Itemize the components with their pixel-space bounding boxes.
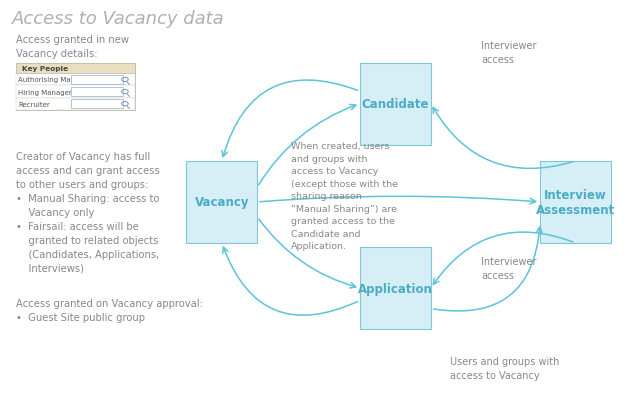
FancyBboxPatch shape: [71, 76, 123, 85]
FancyBboxPatch shape: [16, 63, 135, 74]
Text: Candidate: Candidate: [362, 98, 429, 111]
Text: Access to Vacancy data: Access to Vacancy data: [12, 10, 224, 28]
FancyBboxPatch shape: [16, 98, 135, 110]
Text: Creator of Vacancy has full
access and can grant access
to other users and group: Creator of Vacancy has full access and c…: [16, 151, 160, 273]
FancyBboxPatch shape: [360, 63, 431, 145]
Text: Access granted on Vacancy approval:
•  Guest Site public group: Access granted on Vacancy approval: • Gu…: [16, 299, 203, 323]
Text: Users and groups with
access to Vacancy: Users and groups with access to Vacancy: [450, 356, 559, 380]
Text: Interviewer
access: Interviewer access: [481, 41, 536, 65]
Text: Interview
Assessment: Interview Assessment: [536, 189, 615, 216]
FancyBboxPatch shape: [16, 63, 135, 110]
Text: Application: Application: [358, 282, 433, 295]
FancyBboxPatch shape: [71, 88, 123, 97]
Text: Authorising Manager: Authorising Manager: [18, 77, 91, 83]
FancyBboxPatch shape: [16, 74, 135, 86]
Text: Access granted in new
Vacancy details:: Access granted in new Vacancy details:: [16, 35, 129, 59]
Text: Vacancy: Vacancy: [195, 196, 249, 209]
FancyBboxPatch shape: [16, 86, 135, 98]
Text: Interviewer
access: Interviewer access: [481, 256, 536, 280]
Text: Recruiter: Recruiter: [18, 101, 50, 108]
Text: Hiring Manager: Hiring Manager: [18, 89, 72, 95]
FancyBboxPatch shape: [540, 162, 611, 243]
FancyBboxPatch shape: [186, 162, 257, 243]
FancyBboxPatch shape: [360, 247, 431, 329]
FancyBboxPatch shape: [71, 100, 123, 109]
Text: When created, users
and groups with
access to Vacancy
(except those with the
sha: When created, users and groups with acce…: [291, 142, 398, 251]
Text: Key People: Key People: [22, 66, 68, 72]
